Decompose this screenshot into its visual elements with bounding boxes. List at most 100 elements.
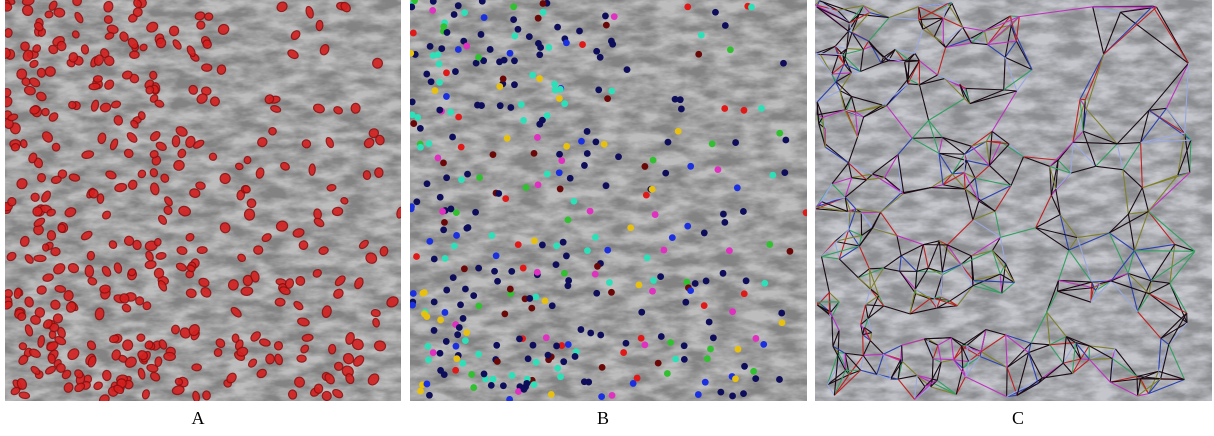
cell-dot (424, 342, 432, 350)
graph-edge (914, 29, 924, 54)
nucleus-outline (274, 353, 283, 366)
graph-edge (985, 141, 990, 166)
graph-edge (1089, 345, 1116, 350)
graph-edge (922, 244, 929, 269)
graph-edge (937, 47, 947, 76)
graph-edge (916, 375, 926, 388)
nucleus-outline (155, 252, 167, 260)
graph-edge (844, 196, 857, 210)
cell-dot (410, 290, 417, 297)
nucleus-outline (36, 67, 46, 78)
graph-edge (955, 368, 964, 395)
cell-dot (705, 318, 713, 326)
cell-dot (495, 190, 503, 197)
nucleus-outline (36, 285, 47, 295)
graph-edge (872, 154, 899, 175)
graph-edge (821, 201, 848, 212)
nucleus-outline (20, 139, 28, 149)
graph-edge (1050, 160, 1059, 196)
cell-dot (452, 342, 460, 350)
graph-edge (847, 211, 850, 230)
graph-edge (1072, 130, 1084, 143)
graph-edge (975, 177, 1012, 187)
graph-edge (919, 78, 945, 86)
graph-edge (880, 57, 885, 64)
nucleus-outline (294, 376, 305, 388)
cell-dot (758, 104, 765, 112)
graph-edge (1062, 336, 1067, 364)
graph-edge (1148, 378, 1162, 394)
nucleus-outline (209, 96, 220, 107)
graph-edge (1072, 141, 1097, 167)
graph-edge (924, 337, 952, 340)
graph-edge (923, 240, 940, 246)
cell-dot (506, 49, 514, 57)
graph-edge (822, 109, 845, 118)
cell-dot (491, 267, 498, 275)
cell-dot (493, 341, 501, 349)
graph-edge (987, 40, 1017, 46)
graph-edge (849, 12, 870, 24)
nucleus-outline (108, 240, 118, 249)
graph-edge (1168, 344, 1185, 380)
graph-edge (1100, 272, 1129, 285)
nucleus-outline (372, 317, 380, 328)
cell-dot (778, 319, 786, 327)
graph-edge (1140, 139, 1191, 144)
graph-edge (966, 160, 976, 179)
nucleus-outline (5, 28, 13, 38)
cell-dot (472, 59, 480, 67)
graph-edge (828, 292, 840, 303)
graph-edge (844, 179, 867, 198)
graph-edge (876, 353, 885, 375)
nucleus-outline (163, 205, 173, 216)
cell-dot (419, 289, 427, 297)
graph-edge (901, 345, 903, 362)
cell-dot (721, 105, 729, 112)
graph-edge (914, 375, 918, 400)
graph-edge (866, 173, 873, 181)
graph-edge (1068, 237, 1078, 251)
graph-edge (860, 318, 869, 325)
nucleus-outline (270, 105, 282, 113)
nucleus-outline (53, 7, 66, 18)
graph-edge (1072, 99, 1086, 143)
graph-edge (897, 359, 902, 380)
graph-edge (971, 236, 1001, 257)
nucleus-outline (127, 37, 139, 50)
cell-dot (427, 78, 435, 86)
graph-edge (834, 369, 861, 396)
cell-dot (600, 140, 608, 148)
graph-edge (1117, 141, 1141, 145)
nucleus-outline (367, 373, 380, 386)
graph-edge (899, 255, 902, 272)
nucleus-outline (321, 390, 332, 401)
cell-dot (463, 224, 471, 232)
graph-edge (1095, 165, 1123, 171)
graph-edge (855, 112, 859, 138)
cell-dot (526, 295, 534, 302)
cell-dot (554, 23, 561, 31)
cell-dot (671, 95, 679, 103)
graph-edge (1003, 89, 1017, 92)
cell-dot (425, 356, 432, 364)
nucleus-outline (46, 230, 57, 241)
cell-dot (442, 338, 450, 345)
graph-edge (901, 361, 918, 376)
graph-edge (972, 219, 1001, 238)
cell-dot (583, 150, 591, 157)
cell-dot (431, 87, 439, 94)
graph-edge (972, 210, 996, 221)
cell-dot (543, 112, 551, 120)
cell-dot (426, 391, 433, 399)
nucleus-outline (345, 373, 355, 385)
graph-edge (1168, 312, 1188, 345)
cell-dot (638, 308, 646, 316)
graph-edge (1028, 352, 1043, 379)
graph-edge (818, 123, 826, 148)
nucleus-outline (325, 136, 335, 149)
cell-dot (452, 366, 460, 374)
nucleus-outline (342, 352, 355, 365)
graph-edge (1148, 211, 1196, 252)
graph-edge (821, 245, 860, 258)
